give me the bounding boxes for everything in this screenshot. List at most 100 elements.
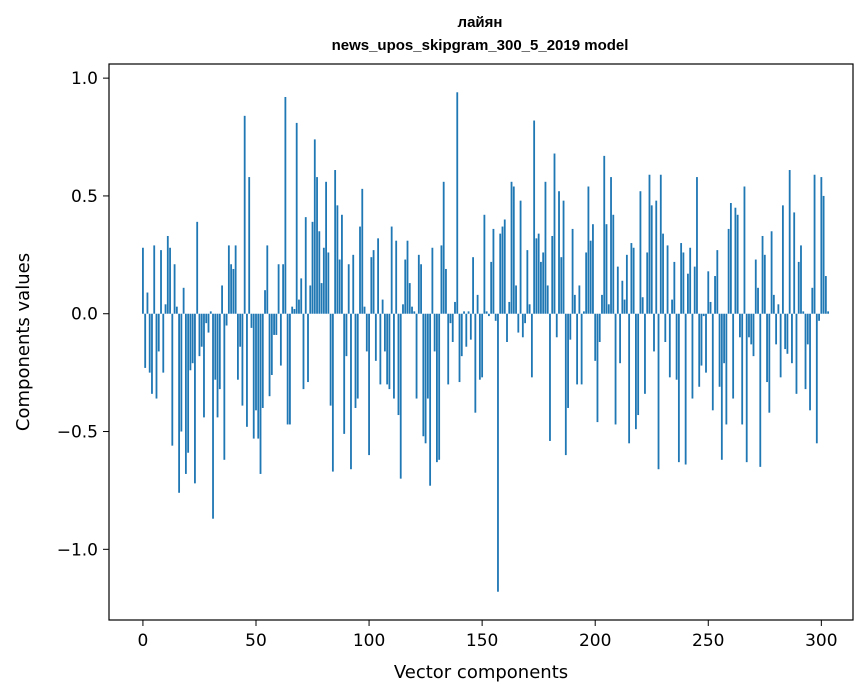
bar-110 <box>390 226 393 314</box>
bar-218 <box>635 313 637 430</box>
bar-256 <box>720 313 723 460</box>
bar-154 <box>490 261 493 314</box>
bar-240 <box>684 313 687 465</box>
bar-89 <box>343 313 346 434</box>
bar-280 <box>775 313 778 345</box>
bar-199 <box>592 224 594 314</box>
bar-185 <box>560 257 563 314</box>
chart-title-line2: news_upos_skipgram_300_5_2019 model <box>332 37 629 54</box>
bar-126 <box>426 313 429 399</box>
bar-50 <box>255 313 257 411</box>
bar-283 <box>781 205 784 314</box>
bar-182 <box>553 153 556 314</box>
bar-44 <box>241 313 244 406</box>
bar-107 <box>383 313 386 352</box>
bar-159 <box>501 226 504 314</box>
bar-113 <box>397 313 400 416</box>
bar-289 <box>795 313 798 394</box>
bar-193 <box>578 285 581 314</box>
bar-130 <box>436 313 438 463</box>
bar-46 <box>246 313 248 427</box>
bar-133 <box>442 181 445 314</box>
bar-7 <box>157 313 160 352</box>
bar-6 <box>155 313 158 399</box>
bar-261 <box>732 313 735 399</box>
bar-258 <box>725 313 728 425</box>
bar-294 <box>806 313 809 345</box>
bar-73 <box>307 313 309 383</box>
bar-29 <box>207 313 210 333</box>
bar-224 <box>648 174 651 314</box>
bar-112 <box>395 240 398 314</box>
bar-127 <box>429 313 432 486</box>
bar-172 <box>530 313 533 378</box>
bar-12 <box>169 247 171 314</box>
bar-206 <box>607 304 610 314</box>
x-axis-ticks: 0 50 100 150 200 250 300 <box>138 620 838 651</box>
x-tick-label: 200 <box>579 631 611 651</box>
bar-122 <box>417 254 420 314</box>
bar-216 <box>630 243 633 314</box>
bar-169 <box>524 313 526 324</box>
bar-149 <box>478 313 481 380</box>
bar-96 <box>359 226 361 314</box>
bar-296 <box>811 287 814 314</box>
bar-40 <box>232 268 235 314</box>
bar-32 <box>214 313 217 380</box>
bar-86 <box>336 205 339 314</box>
bar-194 <box>580 313 583 385</box>
bar-301 <box>822 195 825 314</box>
bar-60 <box>277 264 280 314</box>
bar-11 <box>166 235 169 314</box>
plot-frame <box>108 63 854 621</box>
bar-248 <box>702 313 705 317</box>
bar-252 <box>711 313 714 411</box>
bar-75 <box>311 221 314 314</box>
bar-250 <box>707 271 710 314</box>
bar-157 <box>497 313 499 592</box>
bar-254 <box>716 250 719 314</box>
bar-217 <box>632 247 635 314</box>
bar-196 <box>585 252 588 314</box>
bar-167 <box>519 200 522 314</box>
bar-263 <box>736 214 739 314</box>
x-tick-label: 150 <box>466 631 498 651</box>
x-tick-label: 250 <box>692 631 724 651</box>
bar-2 <box>146 292 149 314</box>
bar-125 <box>424 313 427 444</box>
bar-238 <box>680 243 683 314</box>
bar-25 <box>198 313 201 357</box>
bar-286 <box>788 170 791 314</box>
bar-64 <box>286 313 289 425</box>
bar-215 <box>628 313 631 444</box>
bar-41 <box>234 245 237 314</box>
bar-123 <box>420 264 422 314</box>
bar-173 <box>533 120 536 314</box>
bar-128 <box>431 247 434 314</box>
bar-9 <box>162 313 165 373</box>
bar-61 <box>279 313 282 366</box>
bar-92 <box>350 313 352 470</box>
bar-191 <box>573 294 576 314</box>
bar-153 <box>488 313 490 317</box>
bar-147 <box>474 313 477 413</box>
bar-253 <box>714 276 716 314</box>
bar-0 <box>142 247 144 314</box>
bar-53 <box>261 313 264 408</box>
bar-251 <box>709 301 712 314</box>
bar-124 <box>422 313 425 437</box>
bar-105 <box>379 313 382 385</box>
bar-232 <box>666 245 669 314</box>
bar-246 <box>698 313 701 387</box>
bar-269 <box>750 313 753 345</box>
bar-27 <box>203 313 205 418</box>
bar-98 <box>363 306 366 314</box>
bar-45 <box>243 115 246 314</box>
bar-146 <box>472 257 474 314</box>
bar-259 <box>727 228 730 314</box>
bar-134 <box>445 268 447 314</box>
bar-23 <box>194 313 196 484</box>
bar-165 <box>515 285 517 314</box>
bar-136 <box>449 313 452 324</box>
bar-247 <box>700 313 703 366</box>
